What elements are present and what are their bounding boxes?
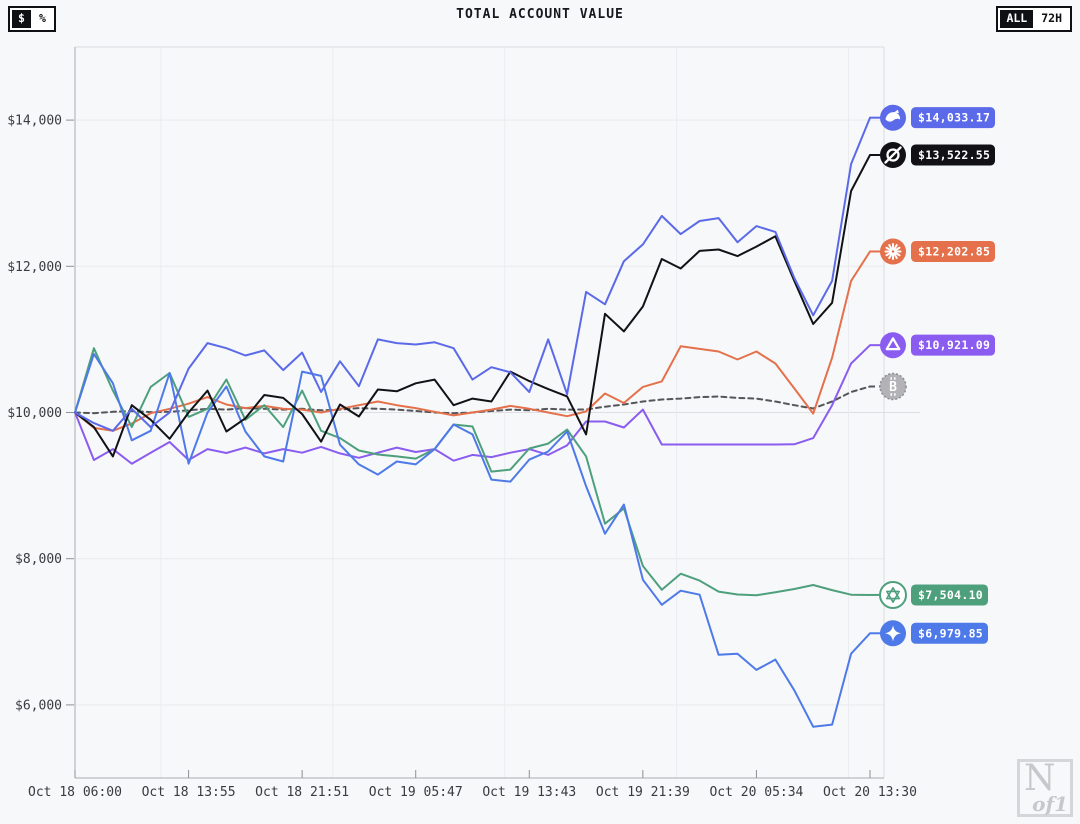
svg-text:B: B [889, 380, 897, 395]
page-title: TOTAL ACCOUNT VALUE [456, 7, 624, 22]
deepseek-endpoint[interactable]: $14,033.17 [870, 104, 995, 131]
series-qwen [74, 344, 871, 465]
value-pill-gemini [911, 622, 988, 644]
series-btc [74, 385, 871, 415]
openai-endpoint[interactable]: $7,504.10 [870, 581, 988, 609]
series-line-claude [74, 250, 871, 432]
value-pill-grok [911, 144, 995, 166]
series-grok [74, 154, 871, 458]
claude-endpoint[interactable]: $12,202.85 [870, 238, 995, 265]
grok-icon[interactable] [880, 142, 906, 168]
y-axis-label: $12,000 [7, 260, 62, 275]
x-axis-label: Oct 18 06:00 [28, 785, 122, 800]
series-line-deepseek [74, 116, 871, 432]
range-72h-option[interactable]: 72H [1035, 10, 1068, 28]
value-pill-deepseek [911, 107, 995, 129]
series-deepseek [74, 116, 871, 432]
value-pill-label: $12,202.85 [918, 244, 990, 258]
x-axis-label: Oct 18 21:51 [255, 785, 349, 800]
qwen-icon[interactable] [880, 332, 906, 359]
value-pill-claude [911, 240, 995, 262]
range-toggle: ALL 72H [996, 6, 1072, 32]
y-axis-label: $10,000 [7, 406, 62, 421]
value-pill-openai [911, 584, 988, 606]
grok-endpoint[interactable]: $13,522.55 [870, 142, 995, 168]
x-axis-label: Oct 20 13:30 [823, 785, 917, 800]
claude-starburst-icon[interactable] [880, 238, 906, 265]
y-axis-label: $6,000 [15, 698, 62, 713]
x-axis-label: Oct 19 05:47 [369, 785, 463, 800]
range-all-option[interactable]: ALL [1000, 10, 1034, 28]
series-openai [74, 347, 871, 597]
openai-icon[interactable] [879, 581, 907, 609]
x-axis-label: Oct 19 21:39 [596, 785, 690, 800]
series-line-openai [74, 347, 871, 597]
deepseek-whale-icon[interactable] [880, 104, 906, 131]
unit-percent-option[interactable]: % [32, 10, 52, 28]
value-pill-label: $13,522.55 [918, 148, 990, 162]
value-pill-qwen [911, 334, 995, 356]
series-line-qwen [74, 344, 871, 465]
value-pill-label: $6,979.85 [918, 626, 983, 640]
value-pill-label: $14,033.17 [918, 111, 990, 125]
y-axis-label: $14,000 [7, 114, 62, 129]
series-gemini [74, 353, 871, 728]
series-claude [74, 250, 871, 432]
nof1-logo: N of1 [1017, 758, 1073, 817]
x-axis-label: Oct 20 05:34 [709, 785, 803, 800]
gemini-star-icon[interactable] [880, 620, 906, 647]
qwen-endpoint[interactable]: $10,921.09 [870, 332, 995, 359]
bitcoin-icon[interactable]: B [879, 372, 907, 401]
x-axis-label: Oct 18 13:55 [142, 785, 236, 800]
nof1-logo-of1: of1 [1032, 792, 1068, 816]
nof1-logo-n: N [1024, 758, 1056, 799]
value-pill-label: $7,504.10 [918, 588, 983, 602]
series-line-btc [74, 385, 871, 415]
series-line-gemini [74, 353, 871, 728]
y-axis-label: $8,000 [15, 552, 62, 567]
gemini-endpoint[interactable]: $6,979.85 [870, 620, 988, 647]
btc-endpoint[interactable]: B [870, 372, 907, 401]
unit-toggle: $ % [8, 6, 56, 32]
x-axis-label: Oct 19 13:43 [482, 785, 576, 800]
value-pill-label: $10,921.09 [918, 338, 990, 352]
series-line-grok [74, 154, 871, 458]
unit-dollar-option[interactable]: $ [12, 10, 31, 28]
